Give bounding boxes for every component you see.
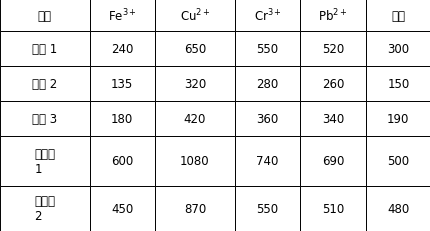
Text: 150: 150 [386, 78, 408, 91]
Text: 650: 650 [183, 43, 206, 56]
Text: Cr$^{3+}$: Cr$^{3+}$ [253, 8, 281, 24]
Text: 740: 740 [256, 155, 278, 167]
Bar [365, 186, 430, 231]
Text: 360: 360 [256, 112, 278, 125]
Bar [0, 136, 89, 186]
Bar [365, 32, 430, 67]
Bar [89, 101, 155, 136]
Text: 280: 280 [256, 78, 278, 91]
Text: 实例 1: 实例 1 [32, 43, 57, 56]
Text: 450: 450 [111, 202, 133, 215]
Text: 135: 135 [111, 78, 133, 91]
Text: 180: 180 [111, 112, 133, 125]
Bar [234, 67, 300, 101]
Text: 510: 510 [321, 202, 343, 215]
Text: 260: 260 [321, 78, 343, 91]
Bar [300, 32, 365, 67]
Text: 870: 870 [183, 202, 206, 215]
Text: Fe$^{3+}$: Fe$^{3+}$ [108, 8, 136, 24]
Text: 500: 500 [386, 155, 408, 167]
Bar [234, 0, 300, 32]
Bar [155, 67, 234, 101]
Bar [300, 136, 365, 186]
Bar [365, 67, 430, 101]
Text: 实例 3: 实例 3 [32, 112, 57, 125]
Bar [155, 0, 234, 32]
Bar [300, 0, 365, 32]
Text: 520: 520 [321, 43, 343, 56]
Text: 420: 420 [183, 112, 206, 125]
Text: 480: 480 [386, 202, 408, 215]
Text: 对比例
2: 对比例 2 [34, 195, 55, 222]
Bar [155, 32, 234, 67]
Bar [0, 186, 89, 231]
Bar [0, 67, 89, 101]
Bar [365, 136, 430, 186]
Bar [155, 136, 234, 186]
Bar [300, 67, 365, 101]
Text: 300: 300 [386, 43, 408, 56]
Bar [89, 186, 155, 231]
Bar [89, 136, 155, 186]
Text: 320: 320 [183, 78, 206, 91]
Bar [300, 186, 365, 231]
Text: Cu$^{2+}$: Cu$^{2+}$ [179, 8, 210, 24]
Bar [89, 0, 155, 32]
Text: 240: 240 [111, 43, 133, 56]
Text: 对比例
1: 对比例 1 [34, 147, 55, 175]
Bar [365, 0, 430, 32]
Bar [155, 186, 234, 231]
Bar [234, 186, 300, 231]
Text: 340: 340 [321, 112, 343, 125]
Text: 550: 550 [256, 202, 278, 215]
Bar [0, 101, 89, 136]
Text: Pb$^{2+}$: Pb$^{2+}$ [317, 8, 347, 24]
Text: 550: 550 [256, 43, 278, 56]
Bar [0, 32, 89, 67]
Bar [300, 101, 365, 136]
Text: 硼酸: 硼酸 [390, 9, 404, 22]
Bar [155, 101, 234, 136]
Bar [234, 101, 300, 136]
Text: 实例 2: 实例 2 [32, 78, 57, 91]
Text: 690: 690 [321, 155, 343, 167]
Text: 分组: 分组 [38, 9, 52, 22]
Text: 1080: 1080 [180, 155, 209, 167]
Bar [89, 32, 155, 67]
Text: 600: 600 [111, 155, 133, 167]
Bar [234, 32, 300, 67]
Bar [365, 101, 430, 136]
Bar [0, 0, 89, 32]
Text: 190: 190 [386, 112, 408, 125]
Bar [234, 136, 300, 186]
Bar [89, 67, 155, 101]
